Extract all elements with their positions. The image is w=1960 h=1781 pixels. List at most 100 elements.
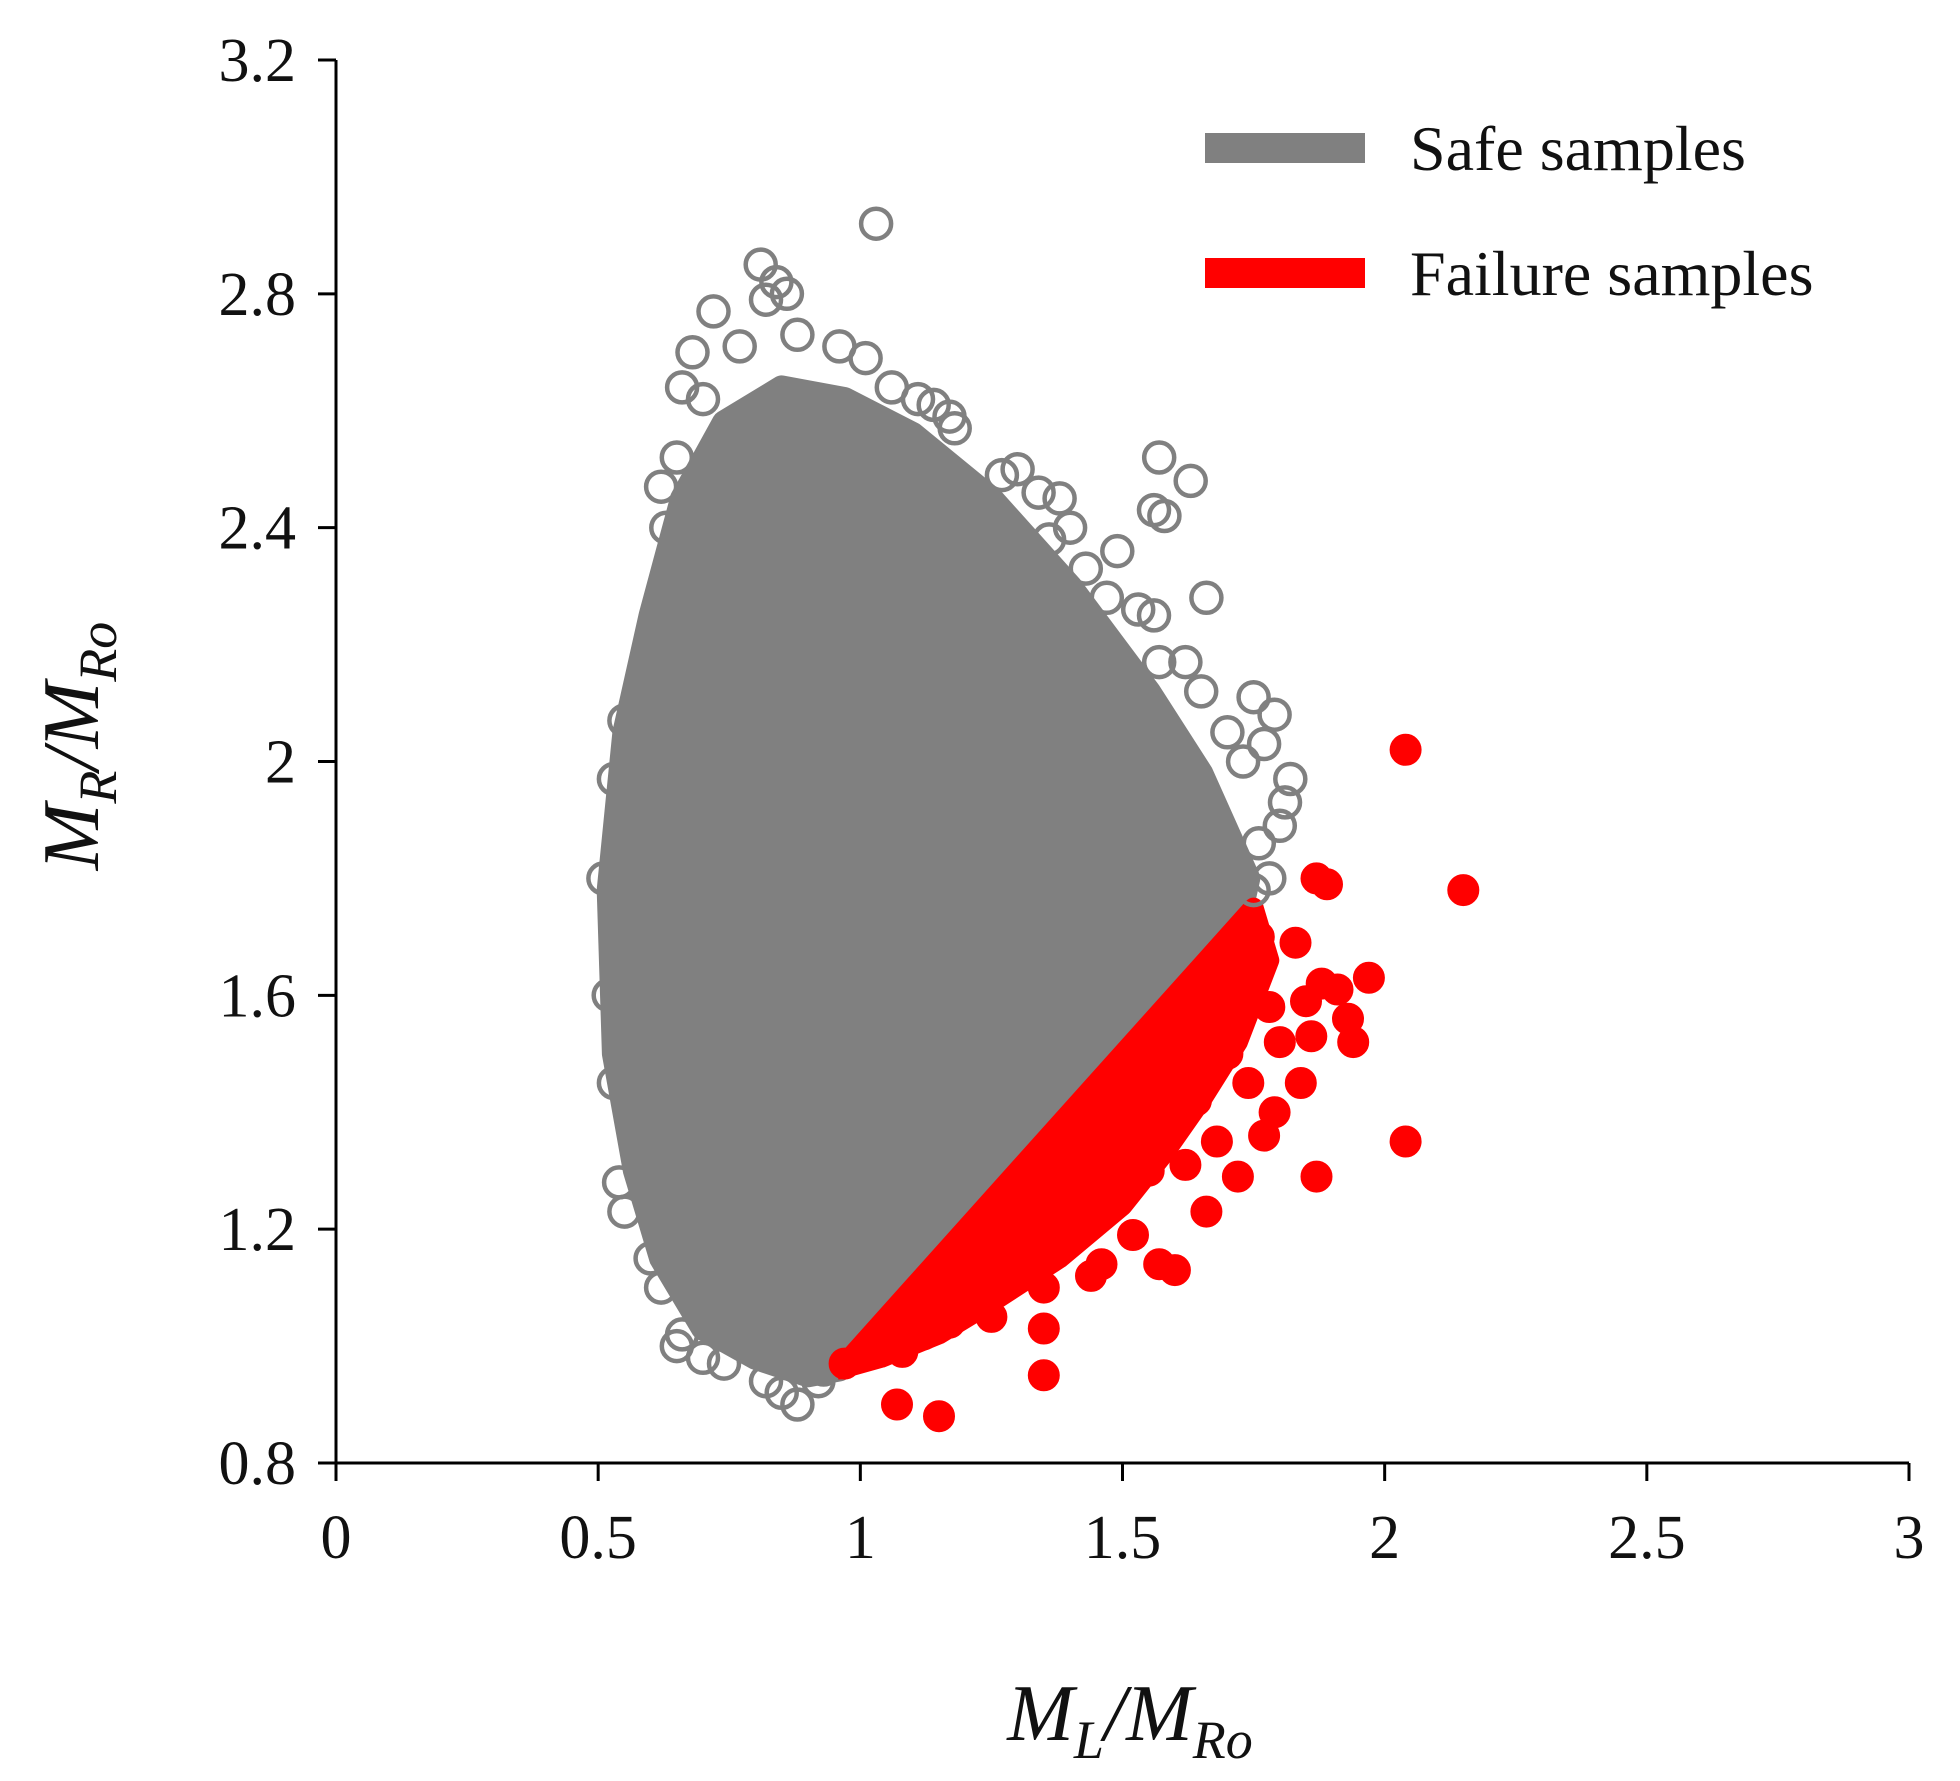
safe-sample-point xyxy=(643,1270,679,1305)
x-tick-label: 3 xyxy=(1894,1504,1925,1572)
failure-sample-point xyxy=(1284,1067,1317,1099)
failure-sample-point xyxy=(1352,961,1385,994)
failure-sample-point xyxy=(1389,1125,1422,1158)
failure-sample-point xyxy=(1027,1271,1060,1304)
safe-sample-point xyxy=(937,411,972,446)
safe-sample-point xyxy=(1136,598,1172,633)
failure-sample-point xyxy=(1054,1213,1087,1246)
safe-sample-point xyxy=(1210,715,1245,750)
svg-text:ML/MRo: ML/MRo xyxy=(1006,1670,1253,1770)
safe-sample-point xyxy=(633,1241,668,1276)
y-axis-title-sub1: R xyxy=(68,771,128,805)
safe-sample-point xyxy=(649,510,684,545)
failure-sample-point xyxy=(1242,920,1275,953)
safe-sample-point xyxy=(759,264,794,300)
y-tick-label: 1.6 xyxy=(219,962,297,1030)
safe-sample-point xyxy=(780,317,815,353)
safe-sample-point xyxy=(1183,674,1219,709)
safe-sample-point xyxy=(1120,592,1156,627)
safe-sample-point xyxy=(900,381,936,417)
safe-sample-point xyxy=(607,703,642,738)
safe-sample-point xyxy=(1089,580,1125,616)
safe-sample-point xyxy=(1141,440,1177,475)
safe-sample-point xyxy=(1273,761,1308,797)
failure-sample-point xyxy=(1248,1119,1281,1152)
failure-sample-point xyxy=(896,1306,929,1339)
failure-sample-point xyxy=(1190,1195,1223,1228)
failure-sample-point xyxy=(1158,1254,1191,1287)
failure-sample-point xyxy=(1389,733,1422,766)
safe-sample-point xyxy=(1236,679,1271,715)
failure-sample-point xyxy=(1311,868,1343,901)
safe-sample-point xyxy=(685,1340,721,1376)
safe-sample-point xyxy=(591,978,626,1013)
x-tick-label: 0.5 xyxy=(559,1504,637,1572)
failure-sample-point xyxy=(1263,1026,1296,1059)
safe-sample-point xyxy=(1168,644,1203,680)
y-tick-label: 2.4 xyxy=(219,495,297,563)
failure-sample-point xyxy=(1279,926,1312,959)
failure-sample-point xyxy=(1232,1067,1265,1099)
y-tick-label: 3.2 xyxy=(219,27,297,95)
y-tick-label: 0.8 xyxy=(219,1430,297,1498)
scatter-points xyxy=(586,206,1480,1433)
failure-sample-point xyxy=(923,1400,955,1433)
safe-sample-point xyxy=(586,861,621,896)
y-axis-title-m1: M xyxy=(28,799,116,871)
safe-sample-point xyxy=(1262,808,1298,844)
x-axis-title-sub1: L xyxy=(1073,1710,1104,1770)
failure-sample-point xyxy=(959,1283,992,1316)
safe-sample-point xyxy=(1141,644,1177,680)
safe-sample-point xyxy=(706,1346,742,1381)
failure-sample-point xyxy=(1132,1154,1165,1187)
failure-sample-point xyxy=(1085,1248,1118,1281)
y-axis-title-m2: M xyxy=(28,677,116,749)
failure-sample-point xyxy=(1117,1219,1149,1251)
failure-sample-point xyxy=(1200,1125,1233,1158)
safe-sample-point xyxy=(722,329,757,364)
safe-sample-point xyxy=(1147,498,1182,534)
svg-text:MR/MRo: MR/MRo xyxy=(28,622,128,872)
safe-sample-point xyxy=(1257,697,1292,732)
y-axis-title: MR/MRo xyxy=(28,622,128,872)
failure-sample-point xyxy=(1447,874,1480,907)
safe-sample-point xyxy=(1189,580,1224,616)
safe-sample-point xyxy=(607,1194,642,1229)
safe-sample-point xyxy=(769,276,805,312)
dense-regions xyxy=(596,375,1280,1388)
safe-sample-point xyxy=(1021,475,1056,510)
safe-sample-point xyxy=(1246,726,1282,762)
failure-sample-point xyxy=(1096,1183,1128,1216)
y-tick-label: 2 xyxy=(265,729,296,797)
x-tick-label: 2.5 xyxy=(1608,1504,1686,1572)
failure-sample-point xyxy=(1179,1084,1212,1117)
failure-sample-point xyxy=(1027,1312,1060,1345)
x-axis-title-m2: M xyxy=(1125,1670,1197,1758)
safe-sample-point xyxy=(1225,744,1261,779)
failure-sample-point xyxy=(1169,1148,1202,1181)
safe-sample-point xyxy=(780,1387,815,1422)
tick-labels: 0 0.5 1 1.5 2 2.5 3 0.8 1.2 1.6 2 2.4 2.8 3.2 xyxy=(219,27,1925,1572)
safe-sample-point xyxy=(643,469,679,504)
y-tick-label: 2.8 xyxy=(219,261,297,329)
x-tick-label: 2 xyxy=(1369,1504,1400,1572)
safe-sample-point xyxy=(596,1065,632,1101)
failure-sample-point xyxy=(1337,1026,1370,1059)
y-tick-label: 1.2 xyxy=(219,1196,297,1264)
x-axis-title-sub2: Ro xyxy=(1192,1710,1253,1770)
safe-sample-point xyxy=(1068,551,1104,586)
y-axis-title-sub2: Ro xyxy=(68,622,128,683)
failure-sample-point xyxy=(1300,1160,1333,1193)
safe-dense-region xyxy=(596,375,1261,1388)
safe-sample-point xyxy=(696,294,731,329)
safe-sample-point xyxy=(596,761,632,797)
x-tick-label: 1.5 xyxy=(1084,1504,1162,1572)
safe-sample-point xyxy=(1000,451,1035,487)
safe-sample-point xyxy=(659,440,695,475)
failure-sample-point xyxy=(1211,1037,1244,1070)
failure-sample-point xyxy=(1001,1259,1034,1292)
failure-sample-point xyxy=(1221,1160,1254,1193)
safe-sample-point xyxy=(984,457,1020,493)
x-axis-title: ML/MRo xyxy=(1006,1670,1253,1770)
